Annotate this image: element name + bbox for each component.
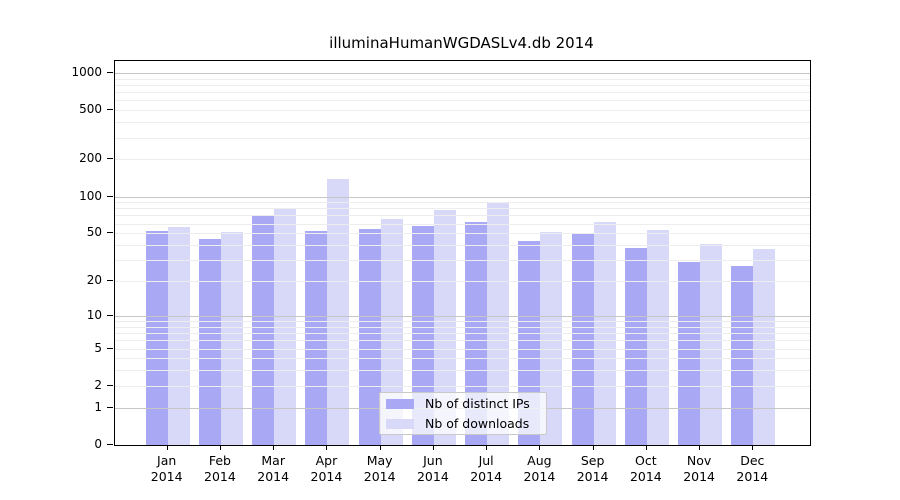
bar-distinct-ips-dec: [731, 265, 754, 445]
plot-area: Nb of distinct IPs Nb of downloads: [114, 60, 811, 446]
y-tick-mark: [107, 384, 113, 386]
y-tick-label: 20: [86, 273, 102, 288]
x-tick-mark: [486, 445, 488, 450]
y-tick-label: 200: [79, 151, 102, 166]
bar-distinct-ips-sep: [571, 233, 594, 445]
x-tick-mark: [592, 445, 594, 450]
x-tick-mark: [699, 445, 701, 450]
y-tick-label: 50: [86, 225, 102, 240]
bar-distinct-ips-feb: [198, 238, 221, 445]
bar-downloads-may: [380, 219, 403, 445]
legend-label-downloads: Nb of downloads: [425, 416, 530, 431]
bar-distinct-ips-nov: [678, 261, 701, 445]
bar-downloads-dec: [753, 249, 776, 445]
y-tick-mark: [107, 109, 113, 111]
x-tick-label-feb: Feb 2014: [204, 453, 236, 484]
bar-downloads-aug: [540, 232, 563, 445]
x-tick-label-oct: Oct 2014: [629, 453, 662, 484]
bar-downloads-jul: [487, 203, 510, 445]
bar-downloads-jan: [167, 227, 190, 445]
y-tick-mark: [107, 314, 113, 316]
x-tick-mark: [432, 445, 434, 450]
bar-distinct-ips-jun: [411, 226, 434, 445]
x-tick-label-may: May 2014: [363, 453, 396, 484]
x-tick-mark: [219, 445, 221, 450]
y-tick-label: 10: [86, 307, 102, 322]
bar-downloads-nov: [700, 243, 723, 445]
y-tick-mark: [107, 280, 113, 282]
x-tick-label-sep: Sep 2014: [576, 453, 609, 484]
bar-distinct-ips-may: [358, 229, 381, 445]
legend-item-downloads: Nb of downloads: [386, 415, 538, 432]
x-tick-mark: [166, 445, 168, 450]
bar-downloads-apr: [327, 178, 350, 445]
y-tick-mark: [107, 72, 113, 73]
bars-layer: [115, 61, 810, 445]
x-tick-label-aug: Aug 2014: [523, 453, 556, 484]
x-tick-label-apr: Apr 2014: [310, 453, 343, 484]
chart-title: illuminaHumanWGDASLv4.db 2014: [329, 34, 594, 52]
y-tick-mark: [107, 444, 113, 445]
x-tick-mark: [645, 445, 647, 450]
x-tick-mark: [326, 445, 328, 450]
y-tick-label: 2: [94, 377, 102, 392]
y-tick-mark: [107, 347, 113, 349]
x-tick-label-jul: Jul 2014: [470, 453, 503, 484]
x-tick-label-dec: Dec 2014: [736, 453, 769, 484]
y-tick-label: 0: [94, 437, 102, 451]
y-tick-mark: [107, 195, 113, 197]
x-tick-label-jan: Jan 2014: [150, 453, 183, 484]
bar-downloads-sep: [593, 221, 616, 445]
y-tick-mark: [107, 232, 113, 234]
x-tick-label-nov: Nov 2014: [683, 453, 715, 484]
x-tick-label-jun: Jun 2014: [416, 453, 449, 484]
y-tick-label: 100: [79, 188, 102, 203]
bar-distinct-ips-apr: [305, 231, 328, 445]
y-tick-mark: [107, 406, 113, 408]
legend-swatch-downloads: [386, 418, 414, 429]
x-tick-mark: [752, 445, 754, 450]
bar-downloads-oct: [646, 230, 669, 445]
legend-label-distinct-ips: Nb of distinct IPs: [425, 396, 530, 411]
x-tick-mark: [273, 445, 275, 450]
y-tick-label: 500: [79, 102, 102, 117]
y-tick-label: 5: [94, 340, 102, 355]
bar-distinct-ips-oct: [624, 247, 647, 445]
y-tick-label: 1000: [71, 65, 102, 79]
x-tick-label-mar: Mar 2014: [257, 453, 290, 484]
bar-distinct-ips-mar: [252, 215, 275, 445]
x-tick-mark: [539, 445, 541, 450]
legend-swatch-distinct-ips: [386, 398, 414, 409]
x-tick-mark: [379, 445, 381, 450]
bar-downloads-mar: [274, 209, 297, 445]
legend-item-distinct-ips: Nb of distinct IPs: [386, 395, 538, 412]
legend: Nb of distinct IPs Nb of downloads: [379, 392, 547, 435]
y-tick-label: 1: [94, 399, 102, 414]
bar-distinct-ips-jan: [145, 231, 168, 445]
bar-downloads-feb: [220, 232, 243, 445]
y-tick-mark: [107, 158, 113, 160]
